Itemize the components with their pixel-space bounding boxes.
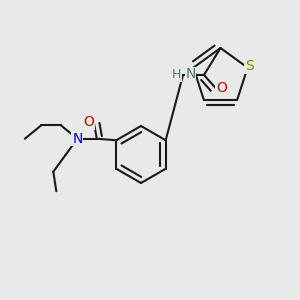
- Text: H: H: [172, 68, 182, 81]
- Text: O: O: [216, 82, 227, 95]
- Text: N: N: [185, 68, 196, 81]
- Text: S: S: [245, 59, 254, 73]
- Text: O: O: [83, 115, 94, 129]
- Text: N: N: [72, 132, 83, 146]
